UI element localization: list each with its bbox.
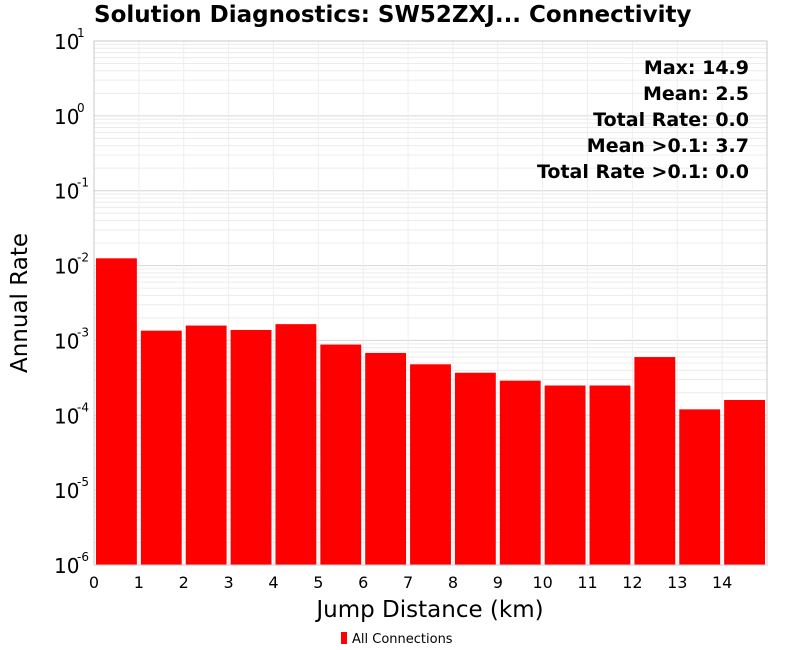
bar: [140, 330, 182, 565]
y-tick-label: 100: [54, 101, 85, 129]
bar: [634, 357, 676, 565]
x-tick-label: 14: [712, 573, 732, 592]
bar: [365, 352, 407, 565]
y-tick-label: 10-4: [54, 400, 89, 428]
y-tick-base: 10: [54, 479, 79, 503]
x-axis-ticks: 0 1 2 3 4 5 6 7 8 9 10 11 12 13 14: [89, 573, 732, 592]
stat-annotation: Max: 14.9: [644, 57, 749, 79]
y-tick-exponent: -4: [77, 400, 89, 414]
x-tick-label: 2: [179, 573, 189, 592]
stat-annotation: Mean: 2.5: [643, 83, 749, 105]
y-tick-exponent: 0: [77, 101, 85, 115]
y-tick-label: 10-6: [54, 550, 89, 578]
y-tick-base: 10: [54, 554, 79, 578]
y-tick-exponent: -1: [77, 176, 89, 190]
y-tick-base: 10: [54, 404, 79, 428]
bar: [679, 409, 721, 565]
y-tick-exponent: -2: [77, 251, 89, 265]
bar: [320, 344, 362, 565]
y-tick-exponent: 1: [77, 26, 85, 40]
y-tick-label: 101: [54, 26, 85, 54]
legend-label: All Connections: [352, 632, 453, 647]
x-tick-label: 7: [403, 573, 413, 592]
chart-title: Solution Diagnostics: SW52ZXJ... Connect…: [94, 2, 691, 28]
x-tick-label: 11: [577, 573, 597, 592]
y-tick-label: 10-2: [54, 251, 89, 279]
bar: [410, 364, 451, 565]
y-tick-exponent: -6: [77, 550, 89, 564]
y-tick-label: 10-1: [54, 176, 89, 204]
stat-annotation: Total Rate >0.1: 0.0: [537, 161, 749, 183]
stat-annotation: Mean >0.1: 3.7: [587, 135, 749, 157]
stats-annotations: Max: 14.9 Mean: 2.5 Total Rate: 0.0 Mean >0…: [537, 57, 749, 183]
y-axis-label: Annual Rate: [7, 233, 33, 373]
bar: [724, 400, 765, 565]
y-tick-base: 10: [54, 105, 79, 129]
bar: [589, 385, 631, 565]
x-tick-label: 8: [448, 573, 458, 592]
x-tick-label: 3: [224, 573, 234, 592]
y-tick-base: 10: [54, 329, 79, 353]
bar: [544, 385, 586, 565]
y-tick-label: 10-5: [54, 475, 89, 503]
bar: [275, 324, 317, 565]
x-tick-label: 0: [89, 573, 99, 592]
x-tick-label: 13: [667, 573, 687, 592]
y-tick-base: 10: [54, 255, 79, 279]
y-tick-base: 10: [54, 180, 79, 204]
x-tick-label: 9: [493, 573, 503, 592]
legend: All Connections: [341, 632, 453, 647]
y-tick-exponent: -3: [77, 325, 89, 339]
x-tick-label: 4: [268, 573, 278, 592]
bar: [185, 325, 227, 565]
bar: [230, 329, 272, 565]
x-tick-label: 5: [313, 573, 323, 592]
x-tick-label: 10: [532, 573, 552, 592]
y-tick-label: 10-3: [54, 325, 89, 353]
y-tick-base: 10: [54, 30, 79, 54]
x-tick-label: 1: [134, 573, 144, 592]
stat-annotation: Total Rate: 0.0: [593, 109, 749, 131]
plot-frame: [93, 40, 768, 566]
x-axis-label: Jump Distance (km): [314, 597, 543, 623]
y-tick-exponent: -5: [77, 475, 89, 489]
bars: [96, 258, 765, 565]
bar: [499, 380, 541, 565]
bar: [454, 372, 496, 565]
legend-swatch: [341, 632, 347, 644]
bar: [96, 258, 137, 565]
x-tick-label: 12: [622, 573, 642, 592]
x-tick-label: 6: [358, 573, 368, 592]
